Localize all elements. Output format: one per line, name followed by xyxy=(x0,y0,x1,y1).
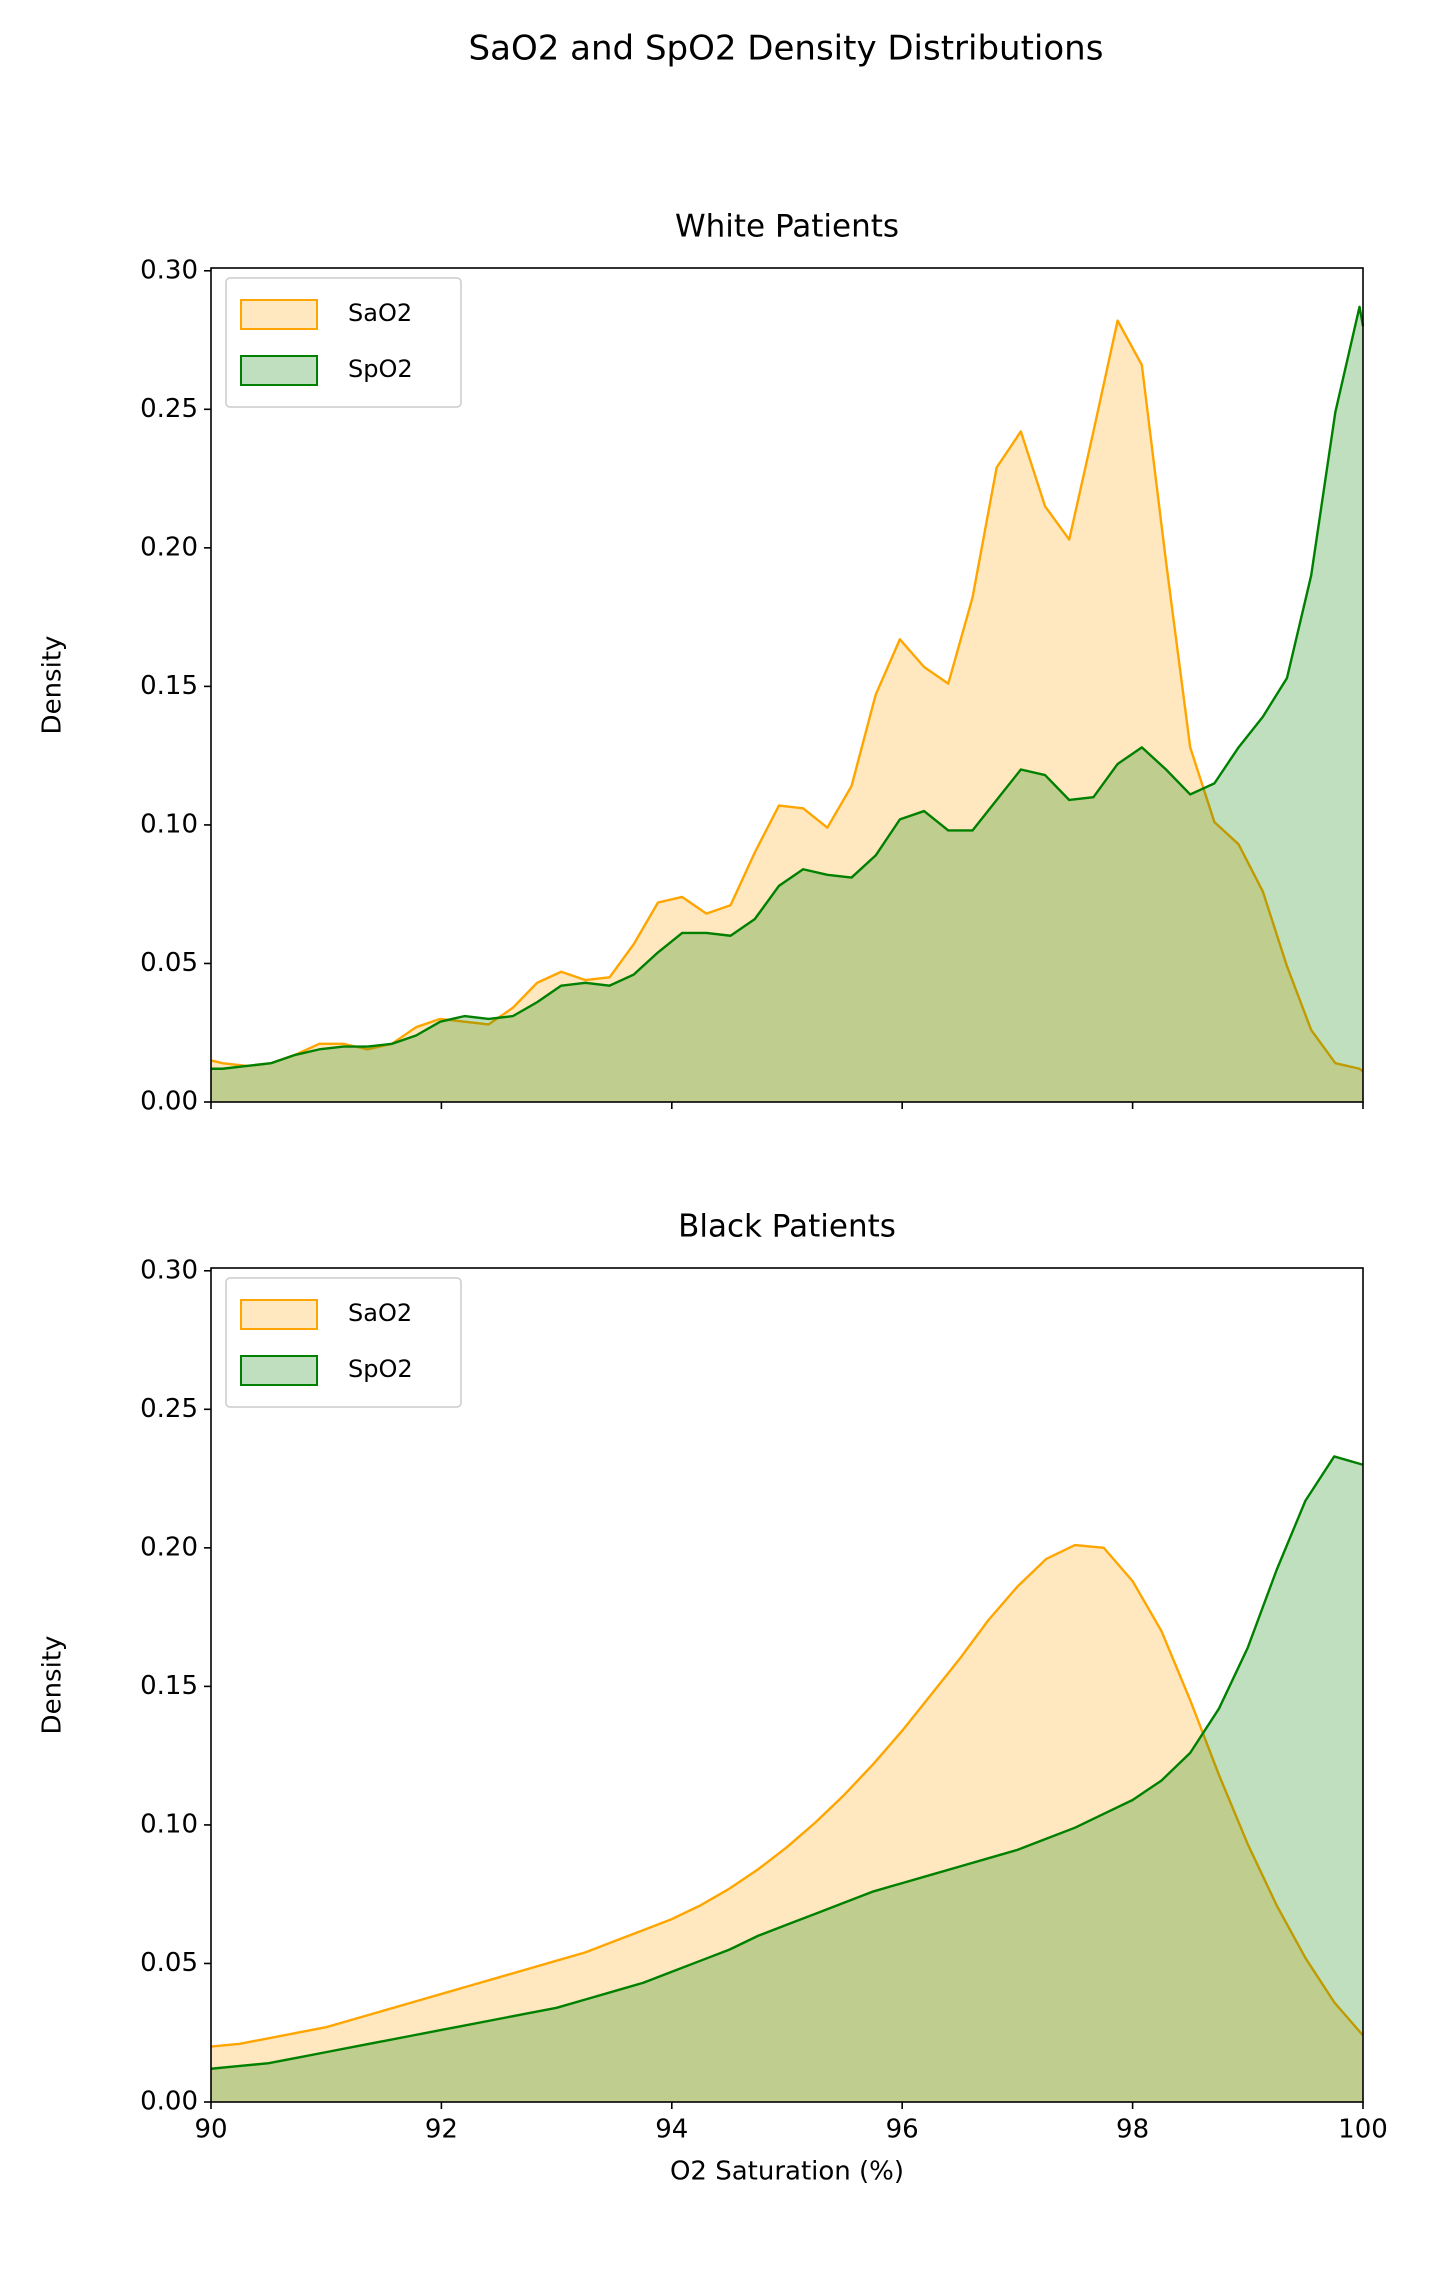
y-tick-label: 0.05 xyxy=(140,948,198,978)
legend-swatch xyxy=(240,1299,318,1330)
density-line xyxy=(210,319,1364,1073)
y-axis-label: Density xyxy=(38,1636,68,1735)
y-tick-label: 0.00 xyxy=(140,1087,198,1117)
legend-swatch xyxy=(240,1355,318,1386)
legend-box xyxy=(225,1277,462,1408)
legend: SaO2 SpO2 xyxy=(225,277,462,408)
y-tick-label: 0.15 xyxy=(140,671,198,701)
area-fill xyxy=(211,1456,1363,2102)
subplot-title: Black Patients xyxy=(678,1209,896,1245)
y-tick-label: 0.10 xyxy=(140,1809,198,1839)
y-tick-label: 0.25 xyxy=(140,394,198,424)
axes-frame xyxy=(210,267,1364,1103)
subplot-title: White Patients xyxy=(675,209,899,245)
subplot: 0.00 0.05 0.10 0.15 0.20 0.25 0.30 White Patien… xyxy=(38,209,1365,1117)
y-tick-label: 0.20 xyxy=(140,532,198,562)
y-axis-label: Density xyxy=(38,636,68,735)
legend-box xyxy=(225,277,462,408)
y-tick-label: 0.15 xyxy=(140,1671,198,1701)
y-tick-label: 0.20 xyxy=(140,1532,198,1562)
x-tick-label: 100 xyxy=(1338,2115,1388,2145)
legend-swatch xyxy=(240,299,318,330)
legend-label: SpO2 xyxy=(348,1355,413,1383)
area-fill xyxy=(211,1545,1363,2102)
x-axis-label: O2 Saturation (%) xyxy=(670,2157,904,2187)
x-tick-label: 92 xyxy=(425,2115,458,2145)
y-tick-label: 0.10 xyxy=(140,809,198,839)
y-tick-label: 0.05 xyxy=(140,1948,198,1978)
area-fill xyxy=(211,306,1363,1102)
density-line xyxy=(211,305,1365,1070)
legend-swatch xyxy=(240,355,318,386)
x-tick-label: 94 xyxy=(655,2115,688,2145)
y-tick-label: 0.30 xyxy=(140,1255,198,1285)
x-tick-label: 90 xyxy=(194,2115,227,2145)
legend-label: SaO2 xyxy=(348,299,412,327)
density-line xyxy=(210,1543,1364,2048)
legend: SaO2 SpO2 xyxy=(225,1277,462,1408)
legend-label: SaO2 xyxy=(348,1299,412,1327)
figure-title: SaO2 and SpO2 Density Distributions xyxy=(469,29,1104,69)
x-tick-label: 98 xyxy=(1116,2115,1149,2145)
legend-label: SpO2 xyxy=(348,355,413,383)
density-line xyxy=(210,1455,1364,2070)
y-tick-label: 0.30 xyxy=(140,255,198,285)
y-tick-label: 0.00 xyxy=(140,2087,198,2117)
x-tick-label: 96 xyxy=(886,2115,919,2145)
y-tick-label: 0.25 xyxy=(140,1394,198,1424)
axes-frame xyxy=(210,1267,1364,2103)
subplot: 0.00 0.05 0.10 0.15 0.20 0.25 0.30 90 92 94 96 98 10… xyxy=(38,1209,1388,2187)
